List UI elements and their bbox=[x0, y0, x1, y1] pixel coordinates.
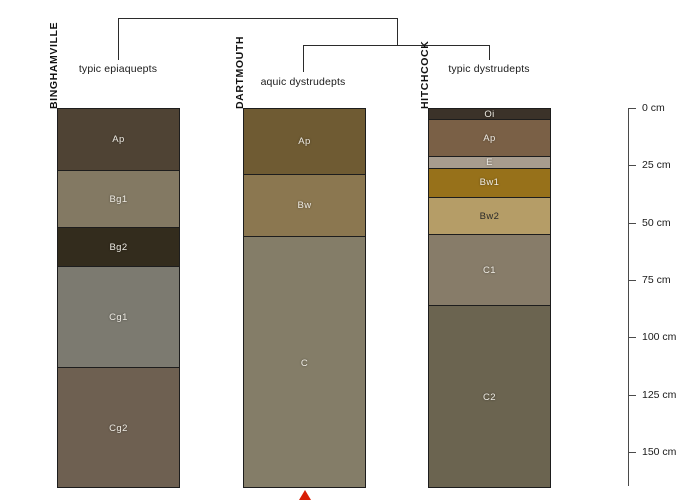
depth-axis-tick-75 bbox=[629, 279, 636, 281]
dendrogram-root-connector bbox=[118, 18, 397, 19]
dendrogram-branch-typic-dystrudepts bbox=[489, 45, 490, 60]
horizon-hitchcock-bw1[interactable]: Bw1 bbox=[429, 168, 550, 199]
profile-column-binghamville: Ap Bg1 Bg2 Cg1 Cg2 bbox=[57, 108, 180, 489]
dendrogram-branch-dystrudepts bbox=[397, 18, 398, 45]
horizon-hitchcock-ap[interactable]: Ap bbox=[429, 120, 550, 158]
horizon-label-hitchcock-oi: Oi bbox=[484, 108, 495, 120]
horizon-hitchcock-oi[interactable]: Oi bbox=[429, 108, 550, 121]
depth-axis-label-50: 50 cm bbox=[642, 216, 671, 229]
horizon-label-binghamville-cg1: Cg1 bbox=[109, 311, 128, 323]
depth-axis-label-150: 150 cm bbox=[642, 445, 677, 458]
profile-title-dartmouth: DARTMOUTH bbox=[234, 35, 246, 109]
dendrogram-leaf-label-1: typic epiaquepts bbox=[78, 63, 158, 75]
water-table-marker-dartmouth bbox=[298, 490, 311, 500]
profile-title-binghamville: BINGHAMVILLE bbox=[48, 21, 60, 109]
horizon-hitchcock-e[interactable]: E bbox=[429, 156, 550, 169]
horizon-hitchcock-c2[interactable]: C2 bbox=[429, 306, 550, 488]
depth-axis-tick-25 bbox=[629, 165, 636, 167]
horizon-binghamville-bg2[interactable]: Bg2 bbox=[58, 228, 179, 268]
horizon-label-hitchcock-c2: C2 bbox=[483, 392, 496, 404]
dendrogram-branch-aquic-dystrudepts bbox=[303, 45, 304, 72]
horizon-label-hitchcock-bw1: Bw1 bbox=[479, 177, 500, 189]
horizon-label-hitchcock-ap: Ap bbox=[483, 132, 496, 144]
depth-axis-line bbox=[628, 108, 629, 487]
horizon-binghamville-cg1[interactable]: Cg1 bbox=[58, 267, 179, 368]
depth-axis-label-0: 0 cm bbox=[642, 102, 665, 114]
horizon-label-dartmouth-ap: Ap bbox=[298, 136, 311, 148]
horizon-binghamville-ap[interactable]: Ap bbox=[58, 109, 179, 171]
horizon-label-hitchcock-bw2: Bw2 bbox=[479, 210, 500, 222]
profile-column-dartmouth: Ap Bw C bbox=[243, 108, 366, 489]
horizon-label-binghamville-bg2: Bg2 bbox=[109, 241, 128, 253]
depth-axis-tick-50 bbox=[629, 222, 636, 224]
horizon-label-binghamville-cg2: Cg2 bbox=[109, 423, 128, 435]
horizon-hitchcock-bw2[interactable]: Bw2 bbox=[429, 198, 550, 236]
depth-axis-label-75: 75 cm bbox=[642, 273, 671, 286]
depth-axis-tick-0 bbox=[629, 108, 636, 109]
horizon-binghamville-cg2[interactable]: Cg2 bbox=[58, 367, 179, 488]
horizon-dartmouth-ap[interactable]: Ap bbox=[244, 109, 365, 176]
dendrogram-leaf-label-3: typic dystrudepts bbox=[448, 63, 530, 75]
horizon-hitchcock-c1[interactable]: C1 bbox=[429, 235, 550, 307]
horizon-dartmouth-c[interactable]: C bbox=[244, 237, 365, 488]
horizon-binghamville-bg1[interactable]: Bg1 bbox=[58, 170, 179, 229]
horizon-label-dartmouth-c: C bbox=[300, 357, 309, 369]
profile-column-hitchcock: Oi Ap E Bw1 Bw2 C1 C2 bbox=[428, 108, 551, 489]
depth-axis-label-25: 25 cm bbox=[642, 159, 671, 172]
depth-axis-tick-125 bbox=[629, 394, 636, 396]
horizon-label-hitchcock-e: E bbox=[486, 156, 493, 168]
dendrogram-subnode-connector bbox=[303, 45, 489, 46]
horizon-label-binghamville-ap: Ap bbox=[112, 133, 125, 145]
dendrogram-leaf-label-2: aquic dystrudepts bbox=[260, 76, 346, 88]
depth-axis-tick-150 bbox=[629, 451, 636, 453]
profile-title-hitchcock: HITCHCOCK bbox=[419, 40, 431, 109]
depth-axis-label-125: 125 cm bbox=[642, 388, 677, 401]
horizon-label-dartmouth-bw: Bw bbox=[297, 200, 312, 212]
depth-axis-tick-100 bbox=[629, 337, 636, 339]
horizon-dartmouth-bw[interactable]: Bw bbox=[244, 175, 365, 238]
depth-axis-label-100: 100 cm bbox=[642, 331, 677, 344]
dendrogram-branch-epiaquepts bbox=[118, 18, 119, 60]
horizon-label-binghamville-bg1: Bg1 bbox=[109, 193, 128, 205]
horizon-label-hitchcock-c1: C1 bbox=[483, 264, 496, 276]
